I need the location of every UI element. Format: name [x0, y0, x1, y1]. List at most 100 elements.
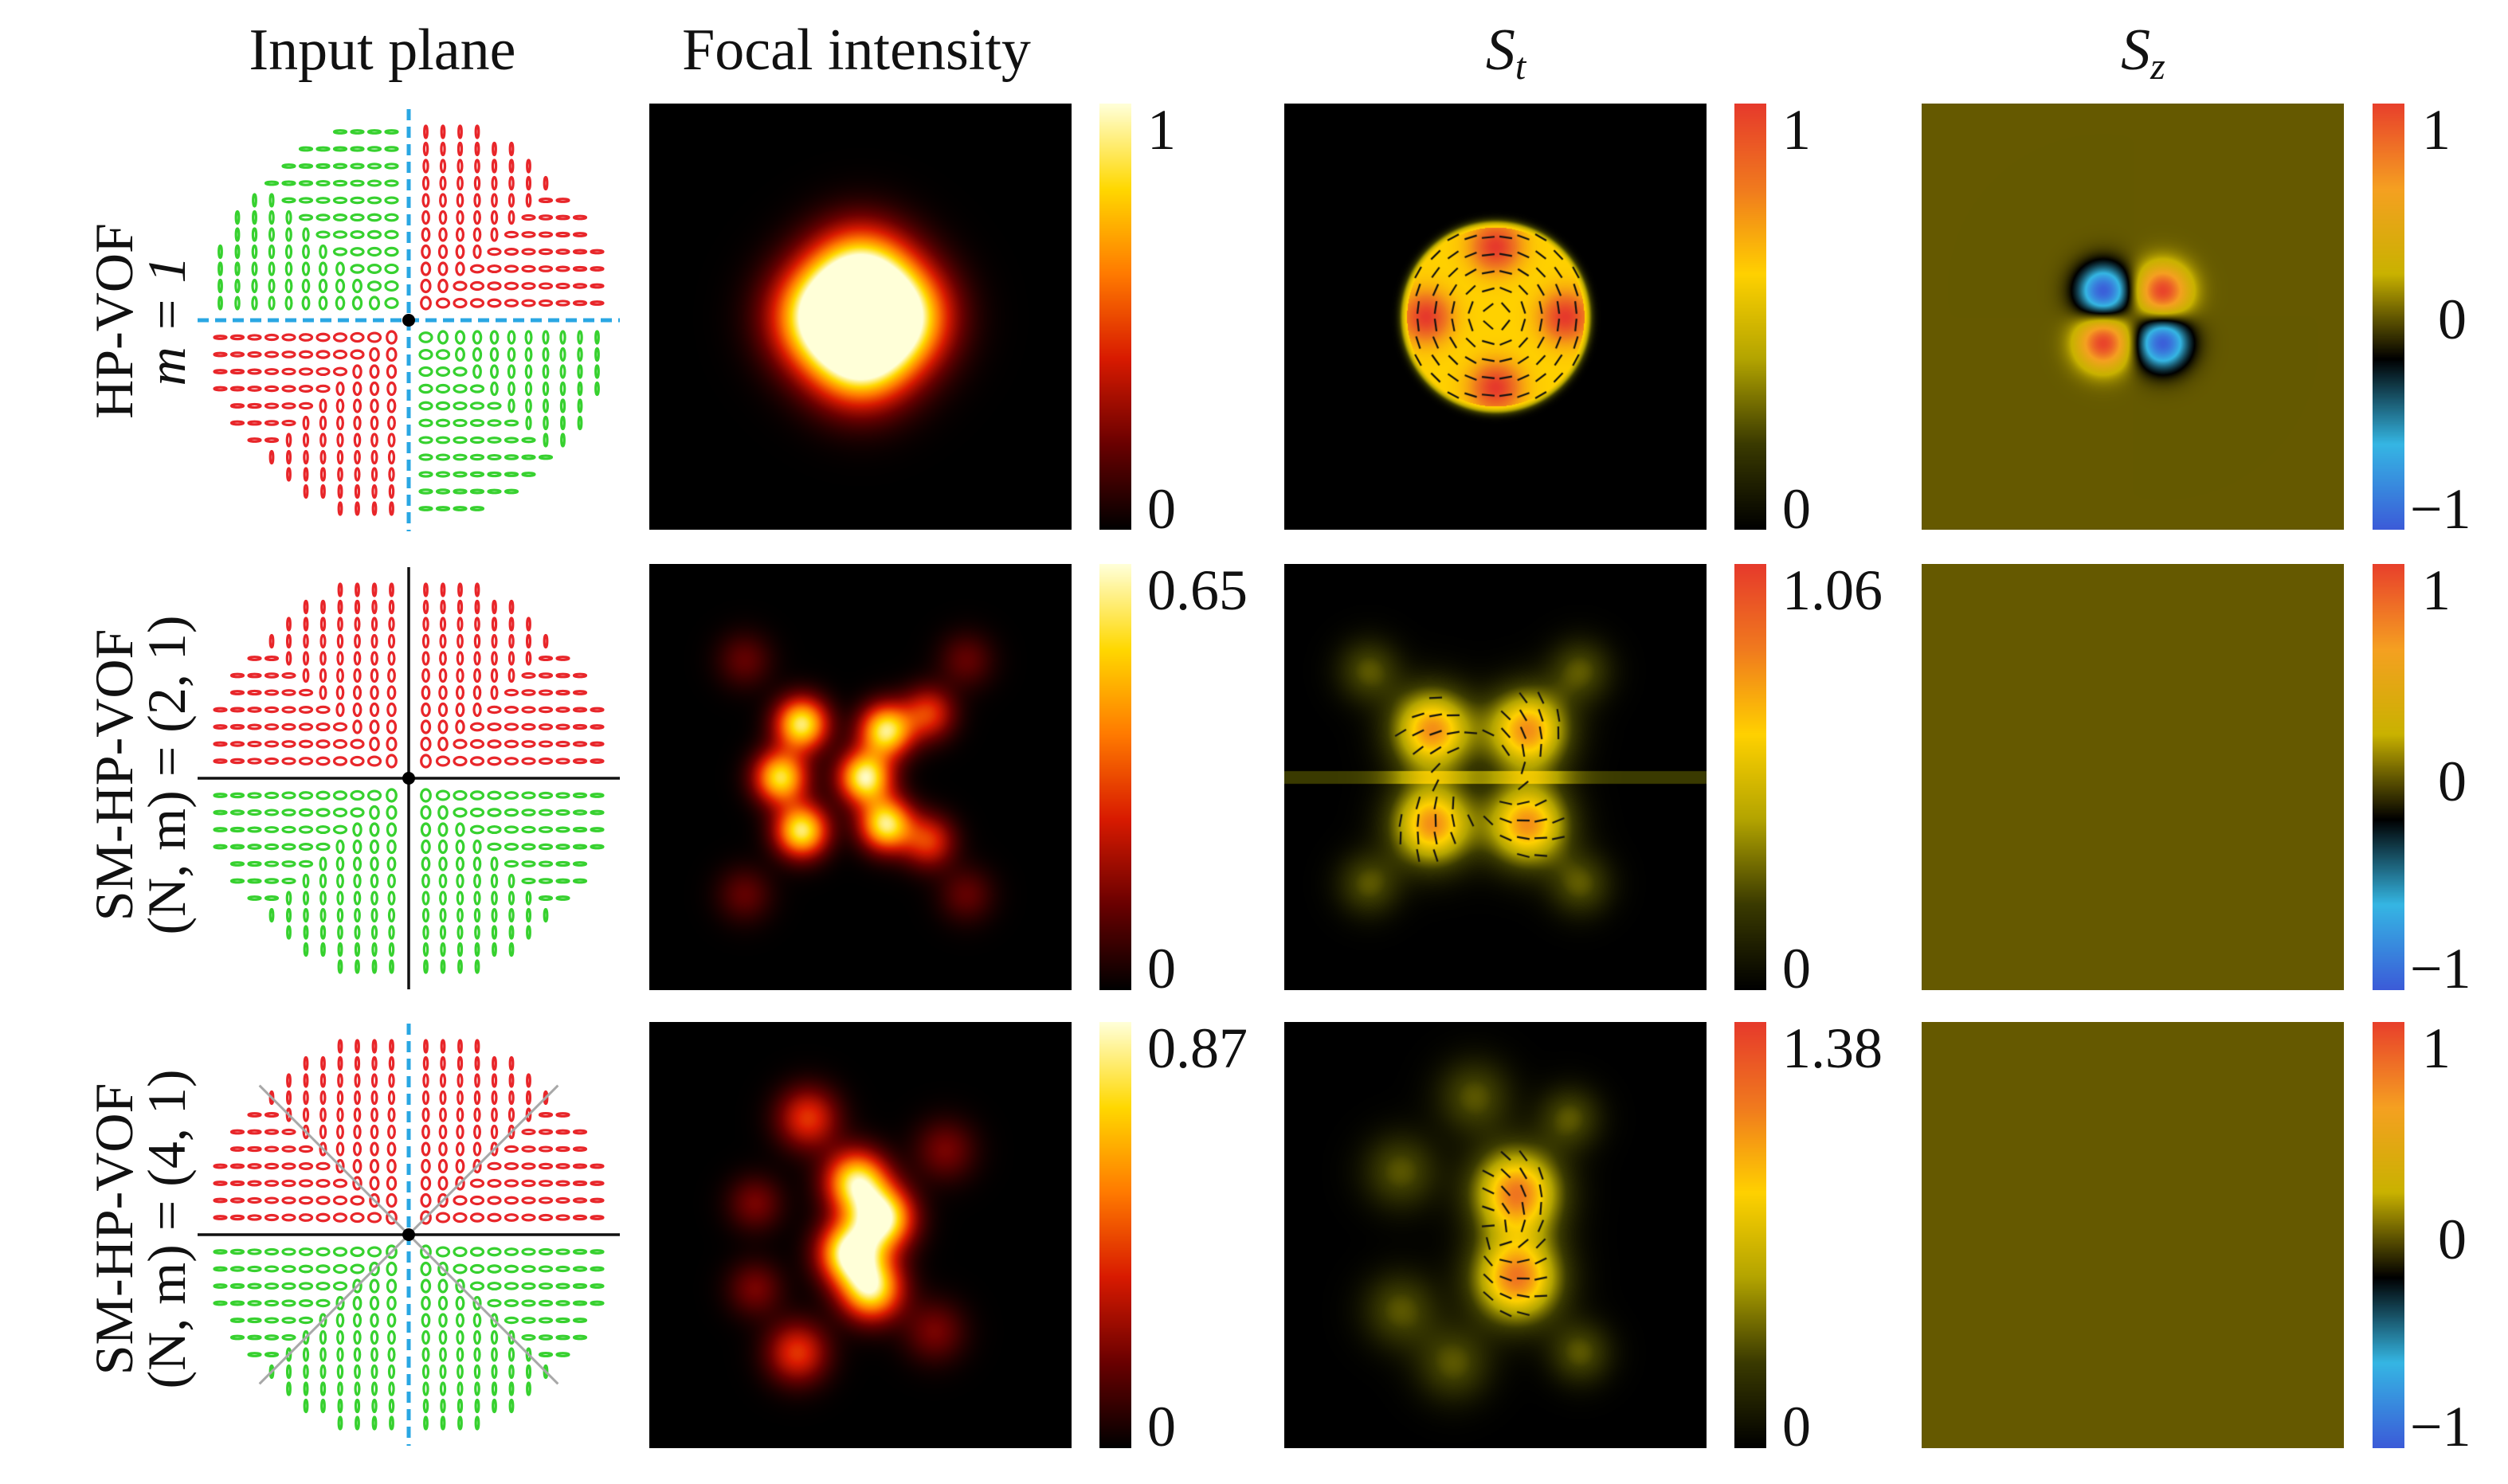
polarization-ellipse: [350, 331, 365, 343]
polarization-ellipse: [319, 907, 327, 923]
st-panel-row-1: [1284, 564, 1707, 990]
polarization-ellipse: [421, 1107, 430, 1122]
polarization-ellipse: [336, 907, 344, 923]
polarization-ellipse: [264, 1334, 280, 1341]
polarization-ellipse: [507, 1124, 515, 1140]
polarization-ellipse: [371, 1055, 378, 1071]
polarization-ellipse: [555, 1129, 570, 1135]
polarization-ellipse: [594, 347, 600, 362]
polarization-ellipse: [247, 1163, 262, 1169]
polarization-ellipse: [213, 724, 228, 730]
polarization-ellipse: [298, 722, 314, 731]
polarization-ellipse: [504, 808, 519, 817]
polarization-ellipse: [469, 298, 485, 308]
polarization-ellipse: [472, 1313, 482, 1328]
polarization-ellipse: [319, 856, 327, 871]
polarization-ellipse: [264, 420, 280, 426]
polarization-ellipse: [542, 364, 550, 379]
polarization-ellipse: [353, 1107, 362, 1122]
polarization-ellipse: [440, 1055, 446, 1071]
polarization-ellipse: [337, 1398, 343, 1414]
polarization-ellipse: [538, 655, 554, 662]
polarization-ellipse: [521, 1265, 536, 1273]
polarization-ellipse: [508, 1090, 515, 1106]
polarization-ellipse: [555, 1334, 570, 1341]
polarization-ellipse: [298, 367, 314, 376]
polarization-ellipse: [525, 398, 532, 413]
polarization-ellipse: [336, 651, 344, 666]
polarization-ellipse: [355, 1039, 360, 1054]
polarization-ellipse: [229, 368, 245, 375]
polarization-ellipse: [303, 1381, 309, 1396]
polarization-ellipse: [418, 506, 433, 511]
polarization-ellipse: [538, 740, 554, 748]
polarization-ellipse: [315, 1298, 331, 1308]
polarization-ellipse: [264, 333, 280, 342]
polarization-ellipse: [337, 1381, 343, 1396]
polarization-ellipse: [388, 484, 395, 499]
polarization-ellipse: [521, 1128, 536, 1136]
polarization-ellipse: [555, 1317, 570, 1324]
polarization-ellipse: [423, 1039, 429, 1054]
polarization-ellipse: [366, 755, 382, 767]
polarization-ellipse: [354, 925, 361, 940]
polarization-ellipse: [453, 506, 468, 511]
polarization-ellipse: [388, 1073, 395, 1088]
polarization-ellipse: [234, 296, 241, 311]
polarization-ellipse: [369, 805, 380, 820]
polarization-ellipse: [281, 180, 296, 186]
polarization-ellipse: [455, 822, 465, 837]
polarization-ellipse: [386, 364, 398, 379]
polarization-ellipse: [453, 384, 468, 394]
polarization-ellipse: [526, 159, 531, 174]
polarization-ellipse: [303, 1073, 309, 1088]
center-dot: [402, 314, 415, 327]
polarization-ellipse: [577, 347, 583, 362]
polarization-ellipse: [318, 296, 328, 311]
polarization-ellipse: [420, 719, 432, 734]
polarization-ellipse: [456, 1329, 464, 1345]
polarization-ellipse: [319, 1107, 327, 1122]
polarization-ellipse: [521, 282, 536, 290]
polarization-ellipse: [487, 739, 502, 749]
polarization-ellipse: [507, 330, 516, 345]
polarization-ellipse: [386, 754, 398, 769]
polarization-ellipse: [555, 844, 570, 850]
polarization-ellipse: [473, 175, 481, 191]
polarization-ellipse: [487, 401, 502, 410]
polarization-ellipse: [315, 230, 331, 239]
polarization-ellipse: [281, 367, 296, 376]
polarization-ellipse: [354, 599, 361, 615]
polarization-ellipse: [437, 1295, 449, 1311]
polarization-ellipse: [298, 808, 314, 817]
polarization-ellipse: [281, 825, 296, 834]
polarization-ellipse: [521, 860, 536, 867]
polarization-ellipse: [572, 758, 588, 765]
polarization-ellipse: [577, 364, 583, 379]
polarization-ellipse: [264, 878, 280, 884]
polarization-ellipse: [418, 331, 433, 343]
polarization-ellipse: [320, 1398, 326, 1414]
polarization-ellipse: [370, 1141, 379, 1157]
polarization-ellipse: [366, 264, 382, 274]
polarization-ellipse: [387, 415, 396, 431]
polarization-ellipse: [504, 299, 519, 307]
polarization-ellipse: [281, 1317, 296, 1324]
polarization-ellipse: [538, 809, 554, 816]
polarization-ellipse: [369, 364, 380, 379]
polarization-ellipse: [440, 1415, 446, 1431]
st-panel-row-0: [1284, 104, 1707, 530]
polarization-ellipse: [366, 213, 382, 222]
polarization-ellipse: [319, 415, 327, 431]
polarization-ellipse: [353, 433, 362, 448]
polarization-ellipse: [521, 877, 536, 885]
polarization-ellipse: [264, 402, 280, 409]
polarization-ellipse: [281, 809, 296, 816]
polarization-ellipse: [491, 1364, 498, 1380]
polarization-ellipse: [302, 244, 310, 260]
polarization-ellipse: [418, 436, 433, 444]
polarization-ellipse: [572, 792, 588, 799]
polarization-ellipse: [370, 617, 378, 632]
polarization-ellipse: [472, 347, 483, 362]
polarization-ellipse: [286, 1381, 292, 1396]
